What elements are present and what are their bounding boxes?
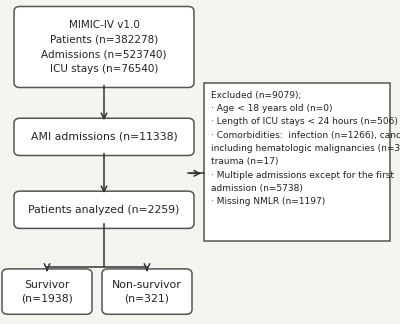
Text: AMI admissions (n=11338): AMI admissions (n=11338) xyxy=(31,132,177,142)
FancyBboxPatch shape xyxy=(14,118,194,156)
FancyBboxPatch shape xyxy=(102,269,192,314)
Text: Survivor
(n=1938): Survivor (n=1938) xyxy=(21,280,73,304)
Bar xyxy=(204,83,390,241)
Text: MIMIC-IV v1.0
Patients (n=382278)
Admissions (n=523740)
ICU stays (n=76540): MIMIC-IV v1.0 Patients (n=382278) Admiss… xyxy=(41,20,167,74)
FancyBboxPatch shape xyxy=(14,191,194,228)
Text: Non-survivor
(n=321): Non-survivor (n=321) xyxy=(112,280,182,304)
FancyBboxPatch shape xyxy=(14,6,194,87)
FancyBboxPatch shape xyxy=(2,269,92,314)
Text: Excluded (n=9079);
· Age < 18 years old (n=0)
· Length of ICU stays < 24 hours (: Excluded (n=9079); · Age < 18 years old … xyxy=(211,91,400,206)
Text: Patients analyzed (n=2259): Patients analyzed (n=2259) xyxy=(28,205,180,215)
